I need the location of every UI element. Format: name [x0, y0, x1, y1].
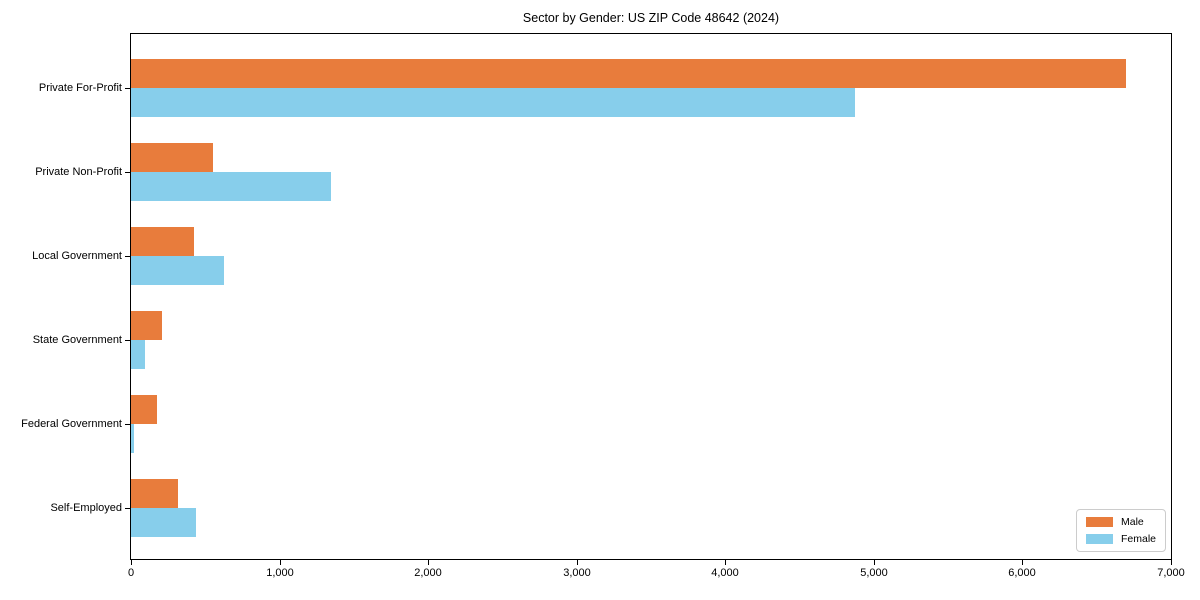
x-label-1000: 1,000	[266, 567, 294, 579]
x-label-3000: 3,000	[563, 567, 591, 579]
legend-label-male: Male	[1120, 516, 1144, 528]
bar-female-local-government	[131, 256, 224, 285]
x-label-7000: 7,000	[1157, 567, 1185, 579]
y-label-self-employed: Self-Employed	[50, 502, 122, 514]
x-tick-0	[131, 559, 132, 565]
plot-area: Male Female Private For-Profit Private No…	[21, 33, 1185, 579]
legend-swatch-male-icon	[1085, 517, 1113, 527]
bar-female-state-government	[131, 340, 145, 369]
chart-title: Sector by Gender: US ZIP Code 48642 (202…	[522, 11, 780, 25]
bar-male-private-non-profit	[131, 143, 213, 172]
y-label-private-non-profit: Private Non-Profit	[35, 166, 122, 178]
y-tick-private-for-profit	[125, 88, 131, 89]
x-label-2000: 2,000	[414, 567, 442, 579]
x-tick-4000	[725, 559, 726, 565]
x-tick-7000	[1171, 559, 1172, 565]
legend-label-female: Female	[1120, 533, 1156, 545]
x-tick-6000	[1022, 559, 1023, 565]
y-tick-local-government	[125, 256, 131, 257]
bar-male-federal-government	[131, 395, 157, 424]
bar-male-private-for-profit	[131, 59, 1126, 88]
x-label-0: 0	[127, 567, 135, 579]
x-label-6000: 6,000	[1008, 567, 1036, 579]
y-tick-state-government	[125, 340, 131, 341]
bar-male-state-government	[131, 311, 162, 340]
x-tick-5000	[874, 559, 875, 565]
bar-male-self-employed	[131, 479, 178, 508]
y-tick-federal-government	[125, 424, 131, 425]
legend-item-male: Male	[1085, 516, 1156, 528]
x-tick-1000	[280, 559, 281, 565]
bar-male-local-government	[131, 227, 194, 256]
x-label-5000: 5,000	[860, 567, 888, 579]
bar-female-private-non-profit	[131, 172, 331, 201]
y-label-local-government: Local Government	[32, 250, 122, 262]
bar-female-federal-government	[131, 424, 134, 453]
y-label-state-government: State Government	[32, 334, 122, 346]
bar-female-private-for-profit	[131, 88, 855, 117]
bar-female-self-employed	[131, 508, 196, 537]
y-tick-self-employed	[125, 508, 131, 509]
legend-item-female: Female	[1085, 533, 1156, 545]
y-label-federal-government: Federal Government	[21, 418, 122, 430]
x-tick-2000	[428, 559, 429, 565]
y-label-private-for-profit: Private For-Profit	[38, 82, 122, 94]
y-tick-private-non-profit	[125, 172, 131, 173]
legend: Male Female	[1075, 509, 1166, 552]
legend-swatch-female-icon	[1085, 534, 1113, 544]
x-tick-3000	[577, 559, 578, 565]
x-label-4000: 4,000	[711, 567, 739, 579]
